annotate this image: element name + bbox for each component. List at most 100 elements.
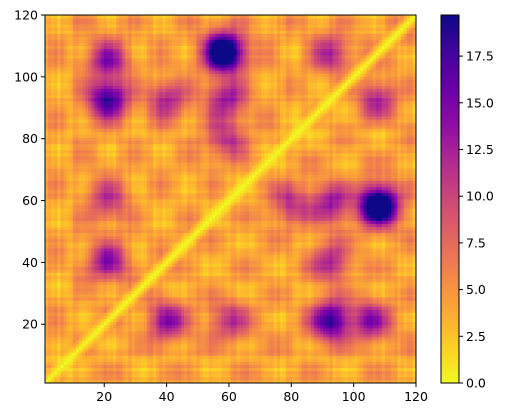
heatmap-cell: [60, 79, 64, 83]
heatmap-cell: [137, 18, 142, 22]
heatmap-cell: [116, 15, 120, 19]
heatmap-cell: [150, 367, 154, 372]
heatmap-cell: [66, 303, 71, 307]
heatmap-cell: [54, 57, 58, 62]
heatmap-cell: [119, 107, 123, 111]
heatmap-cell: [143, 281, 148, 286]
heatmap-cell: [171, 309, 176, 313]
heatmap-cell: [109, 333, 114, 338]
heatmap-cell: [91, 333, 95, 338]
heatmap-cell: [91, 251, 95, 255]
heatmap-cell: [171, 364, 176, 369]
heatmap-cell: [79, 45, 83, 50]
heatmap-cell: [75, 137, 80, 142]
heatmap-cell: [54, 300, 58, 304]
heatmap-cell: [75, 122, 80, 126]
heatmap-cell: [72, 199, 77, 203]
heatmap-cell: [100, 143, 105, 148]
heatmap-cell: [75, 321, 80, 326]
heatmap-cell: [140, 251, 145, 255]
heatmap-cell: [72, 39, 77, 43]
heatmap-cell: [75, 217, 80, 221]
heatmap-cell: [57, 241, 61, 246]
heatmap-cell: [54, 107, 58, 111]
heatmap-cell: [66, 149, 71, 154]
heatmap-cell: [100, 232, 105, 237]
heatmap-cell: [131, 85, 136, 89]
heatmap-cell: [91, 174, 95, 178]
heatmap-cell: [168, 85, 173, 89]
heatmap-cell: [72, 321, 77, 326]
heatmap-cell: [153, 263, 157, 267]
heatmap-cell: [63, 137, 68, 142]
heatmap-cell: [79, 143, 83, 148]
heatmap-cell: [122, 73, 126, 77]
heatmap-cell: [54, 284, 58, 289]
heatmap-cell: [54, 42, 58, 47]
heatmap-cell: [85, 379, 89, 384]
heatmap-cell: [150, 82, 154, 86]
heatmap-cell: [119, 149, 123, 154]
heatmap-cell: [85, 42, 89, 47]
heatmap-cell: [113, 287, 117, 292]
heatmap-cell: [72, 370, 77, 375]
heatmap-cell: [94, 186, 98, 191]
heatmap-cell: [103, 272, 108, 277]
heatmap-cell: [69, 370, 74, 375]
heatmap-cell: [128, 153, 132, 157]
heatmap-cell: [113, 36, 117, 40]
heatmap-cell: [156, 211, 160, 215]
heatmap-cell: [48, 103, 52, 108]
heatmap-cell: [137, 159, 142, 163]
heatmap-cell: [116, 189, 120, 194]
heatmap-cell: [79, 186, 83, 191]
heatmap-cell: [137, 30, 142, 34]
heatmap-cell: [171, 153, 176, 157]
heatmap-cell: [51, 297, 55, 301]
heatmap-cell: [116, 143, 120, 148]
heatmap-cell: [131, 107, 136, 111]
heatmap-cell: [91, 318, 95, 323]
heatmap-cell: [69, 174, 74, 178]
heatmap-cell: [51, 199, 55, 203]
heatmap-cell: [137, 131, 142, 135]
heatmap-cell: [51, 18, 55, 22]
heatmap-cell: [143, 82, 148, 86]
heatmap-cell: [48, 143, 52, 148]
heatmap-cell: [51, 162, 55, 166]
heatmap-cell: [106, 263, 111, 267]
heatmap-cell: [165, 245, 170, 249]
heatmap-cell: [54, 143, 58, 148]
heatmap-cell: [119, 195, 123, 200]
heatmap-cell: [51, 352, 55, 356]
heatmap-cell: [109, 103, 114, 108]
heatmap-cell: [79, 352, 83, 356]
heatmap-cell: [60, 54, 64, 59]
heatmap-cell: [57, 266, 61, 270]
heatmap-cell: [162, 189, 166, 194]
heatmap-cell: [72, 134, 77, 139]
heatmap-cell: [69, 352, 74, 356]
heatmap-cell: [60, 361, 64, 365]
heatmap-cell: [75, 361, 80, 365]
heatmap-cell: [106, 324, 111, 329]
heatmap-cell: [48, 297, 52, 301]
heatmap-cell: [103, 208, 108, 212]
heatmap-cell: [116, 113, 120, 117]
heatmap-cell: [134, 79, 139, 83]
heatmap-cell: [85, 370, 89, 375]
heatmap-cell: [159, 103, 163, 108]
heatmap-cell: [45, 125, 49, 129]
heatmap-cell: [125, 36, 129, 40]
heatmap-cell: [106, 174, 111, 178]
heatmap-cell: [54, 119, 58, 123]
heatmap-cell: [88, 275, 92, 280]
heatmap-cell: [45, 21, 49, 25]
heatmap-cell: [48, 97, 52, 102]
heatmap-cell: [66, 269, 71, 273]
heatmap-cell: [150, 88, 154, 93]
heatmap-cell: [72, 303, 77, 307]
heatmap-cell: [153, 85, 157, 89]
heatmap-cell: [116, 159, 120, 163]
heatmap-cell: [153, 376, 157, 381]
